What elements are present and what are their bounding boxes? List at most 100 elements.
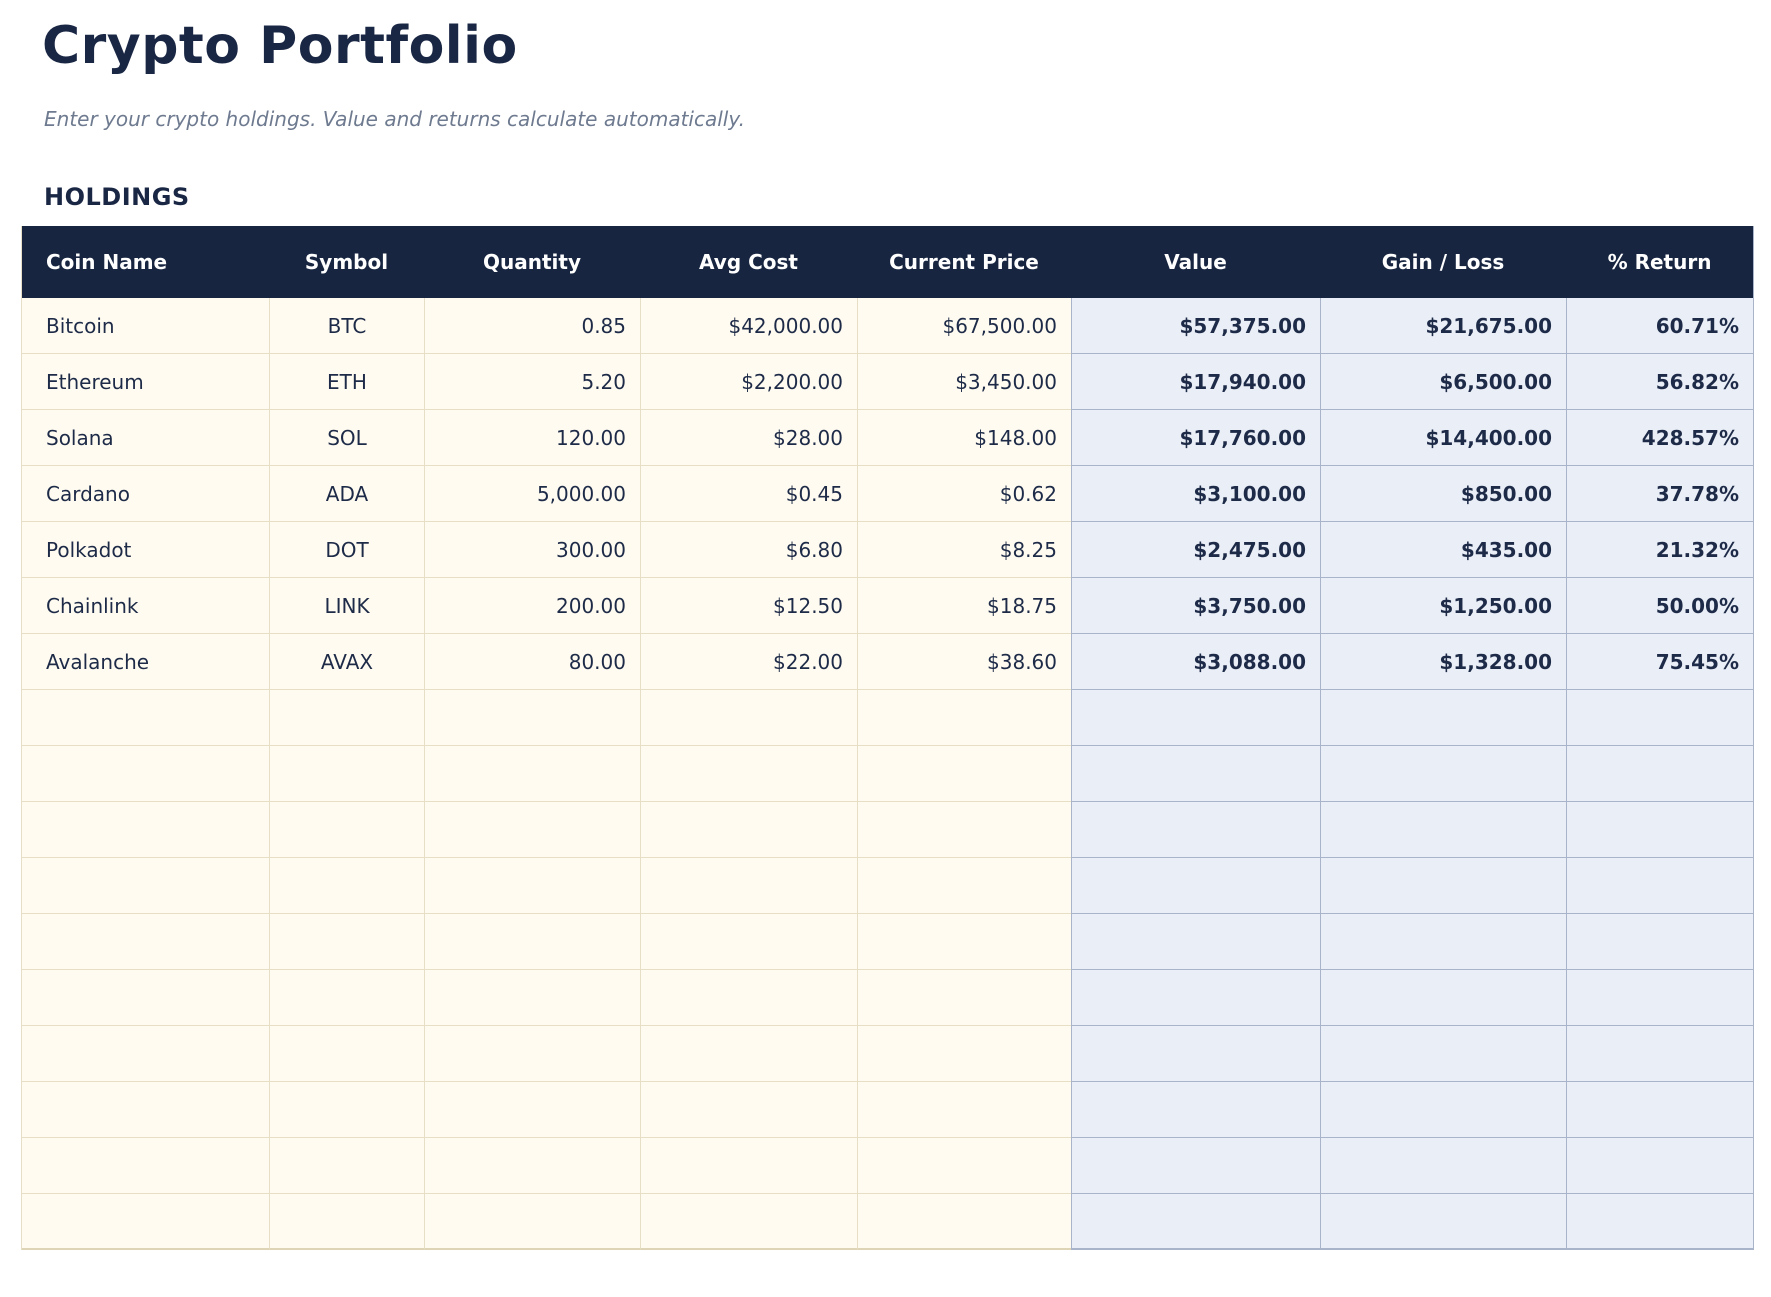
- computed-cell-value[interactable]: $17,940.00: [1071, 354, 1320, 410]
- input-cell-coin-name[interactable]: Avalanche: [22, 634, 269, 690]
- input-cell-quantity[interactable]: 200.00: [424, 578, 640, 634]
- computed-cell-return[interactable]: [1566, 1138, 1753, 1194]
- computed-cell-value[interactable]: [1071, 914, 1320, 970]
- input-cell-coin-name[interactable]: [22, 1194, 269, 1250]
- input-cell-current-price[interactable]: [857, 858, 1071, 914]
- computed-cell-gain-loss[interactable]: $6,500.00: [1320, 354, 1566, 410]
- input-cell-quantity[interactable]: [424, 690, 640, 746]
- input-cell-avg-cost[interactable]: [640, 1026, 857, 1082]
- input-cell-coin-name[interactable]: [22, 1026, 269, 1082]
- computed-cell-return[interactable]: [1566, 1194, 1753, 1250]
- input-cell-coin-name[interactable]: [22, 858, 269, 914]
- input-cell-avg-cost[interactable]: [640, 1082, 857, 1138]
- computed-cell-gain-loss[interactable]: [1320, 690, 1566, 746]
- computed-cell-value[interactable]: [1071, 1082, 1320, 1138]
- input-cell-avg-cost[interactable]: $2,200.00: [640, 354, 857, 410]
- input-cell-symbol[interactable]: AVAX: [269, 634, 424, 690]
- input-cell-symbol[interactable]: ADA: [269, 466, 424, 522]
- input-cell-current-price[interactable]: [857, 914, 1071, 970]
- input-cell-avg-cost[interactable]: [640, 914, 857, 970]
- computed-cell-return[interactable]: 60.71%: [1566, 298, 1753, 354]
- computed-cell-return[interactable]: [1566, 802, 1753, 858]
- input-cell-current-price[interactable]: $8.25: [857, 522, 1071, 578]
- computed-cell-gain-loss[interactable]: [1320, 1082, 1566, 1138]
- computed-cell-return[interactable]: [1566, 970, 1753, 1026]
- computed-cell-return[interactable]: 75.45%: [1566, 634, 1753, 690]
- computed-cell-gain-loss[interactable]: $21,675.00: [1320, 298, 1566, 354]
- input-cell-avg-cost[interactable]: [640, 1194, 857, 1250]
- input-cell-coin-name[interactable]: Bitcoin: [22, 298, 269, 354]
- input-cell-current-price[interactable]: [857, 1026, 1071, 1082]
- computed-cell-gain-loss[interactable]: [1320, 1138, 1566, 1194]
- input-cell-symbol[interactable]: [269, 746, 424, 802]
- input-cell-avg-cost[interactable]: [640, 970, 857, 1026]
- input-cell-coin-name[interactable]: Solana: [22, 410, 269, 466]
- computed-cell-value[interactable]: $3,088.00: [1071, 634, 1320, 690]
- input-cell-current-price[interactable]: $148.00: [857, 410, 1071, 466]
- input-cell-quantity[interactable]: [424, 970, 640, 1026]
- input-cell-current-price[interactable]: [857, 1194, 1071, 1250]
- computed-cell-gain-loss[interactable]: $1,328.00: [1320, 634, 1566, 690]
- computed-cell-gain-loss[interactable]: [1320, 914, 1566, 970]
- computed-cell-return[interactable]: 21.32%: [1566, 522, 1753, 578]
- input-cell-coin-name[interactable]: Chainlink: [22, 578, 269, 634]
- input-cell-avg-cost[interactable]: $42,000.00: [640, 298, 857, 354]
- computed-cell-return[interactable]: 428.57%: [1566, 410, 1753, 466]
- computed-cell-gain-loss[interactable]: $850.00: [1320, 466, 1566, 522]
- input-cell-quantity[interactable]: [424, 914, 640, 970]
- input-cell-avg-cost[interactable]: $0.45: [640, 466, 857, 522]
- input-cell-quantity[interactable]: [424, 1082, 640, 1138]
- input-cell-quantity[interactable]: [424, 802, 640, 858]
- input-cell-symbol[interactable]: SOL: [269, 410, 424, 466]
- input-cell-symbol[interactable]: [269, 1194, 424, 1250]
- input-cell-symbol[interactable]: [269, 1082, 424, 1138]
- input-cell-coin-name[interactable]: [22, 802, 269, 858]
- input-cell-coin-name[interactable]: Ethereum: [22, 354, 269, 410]
- input-cell-symbol[interactable]: [269, 858, 424, 914]
- input-cell-avg-cost[interactable]: $6.80: [640, 522, 857, 578]
- computed-cell-gain-loss[interactable]: [1320, 1194, 1566, 1250]
- input-cell-symbol[interactable]: LINK: [269, 578, 424, 634]
- input-cell-coin-name[interactable]: Cardano: [22, 466, 269, 522]
- computed-cell-gain-loss[interactable]: $14,400.00: [1320, 410, 1566, 466]
- input-cell-quantity[interactable]: [424, 1026, 640, 1082]
- input-cell-symbol[interactable]: [269, 690, 424, 746]
- input-cell-quantity[interactable]: [424, 1138, 640, 1194]
- computed-cell-value[interactable]: $3,750.00: [1071, 578, 1320, 634]
- input-cell-current-price[interactable]: [857, 690, 1071, 746]
- computed-cell-return[interactable]: [1566, 914, 1753, 970]
- computed-cell-gain-loss[interactable]: [1320, 746, 1566, 802]
- input-cell-quantity[interactable]: 5,000.00: [424, 466, 640, 522]
- computed-cell-return[interactable]: 50.00%: [1566, 578, 1753, 634]
- input-cell-current-price[interactable]: [857, 802, 1071, 858]
- input-cell-quantity[interactable]: 120.00: [424, 410, 640, 466]
- input-cell-coin-name[interactable]: Polkadot: [22, 522, 269, 578]
- input-cell-symbol[interactable]: [269, 1026, 424, 1082]
- computed-cell-return[interactable]: [1566, 746, 1753, 802]
- computed-cell-return[interactable]: [1566, 858, 1753, 914]
- computed-cell-value[interactable]: [1071, 1194, 1320, 1250]
- computed-cell-value[interactable]: $17,760.00: [1071, 410, 1320, 466]
- computed-cell-gain-loss[interactable]: [1320, 802, 1566, 858]
- input-cell-coin-name[interactable]: [22, 914, 269, 970]
- input-cell-avg-cost[interactable]: $28.00: [640, 410, 857, 466]
- computed-cell-value[interactable]: [1071, 1138, 1320, 1194]
- input-cell-current-price[interactable]: [857, 1082, 1071, 1138]
- input-cell-current-price[interactable]: $67,500.00: [857, 298, 1071, 354]
- input-cell-current-price[interactable]: $0.62: [857, 466, 1071, 522]
- input-cell-quantity[interactable]: 0.85: [424, 298, 640, 354]
- input-cell-quantity[interactable]: [424, 746, 640, 802]
- computed-cell-gain-loss[interactable]: [1320, 1026, 1566, 1082]
- input-cell-avg-cost[interactable]: [640, 802, 857, 858]
- input-cell-symbol[interactable]: DOT: [269, 522, 424, 578]
- computed-cell-return[interactable]: 37.78%: [1566, 466, 1753, 522]
- input-cell-current-price[interactable]: $3,450.00: [857, 354, 1071, 410]
- input-cell-current-price[interactable]: $18.75: [857, 578, 1071, 634]
- input-cell-symbol[interactable]: [269, 802, 424, 858]
- input-cell-current-price[interactable]: $38.60: [857, 634, 1071, 690]
- input-cell-current-price[interactable]: [857, 746, 1071, 802]
- input-cell-quantity[interactable]: 300.00: [424, 522, 640, 578]
- input-cell-current-price[interactable]: [857, 970, 1071, 1026]
- computed-cell-value[interactable]: $3,100.00: [1071, 466, 1320, 522]
- input-cell-avg-cost[interactable]: [640, 746, 857, 802]
